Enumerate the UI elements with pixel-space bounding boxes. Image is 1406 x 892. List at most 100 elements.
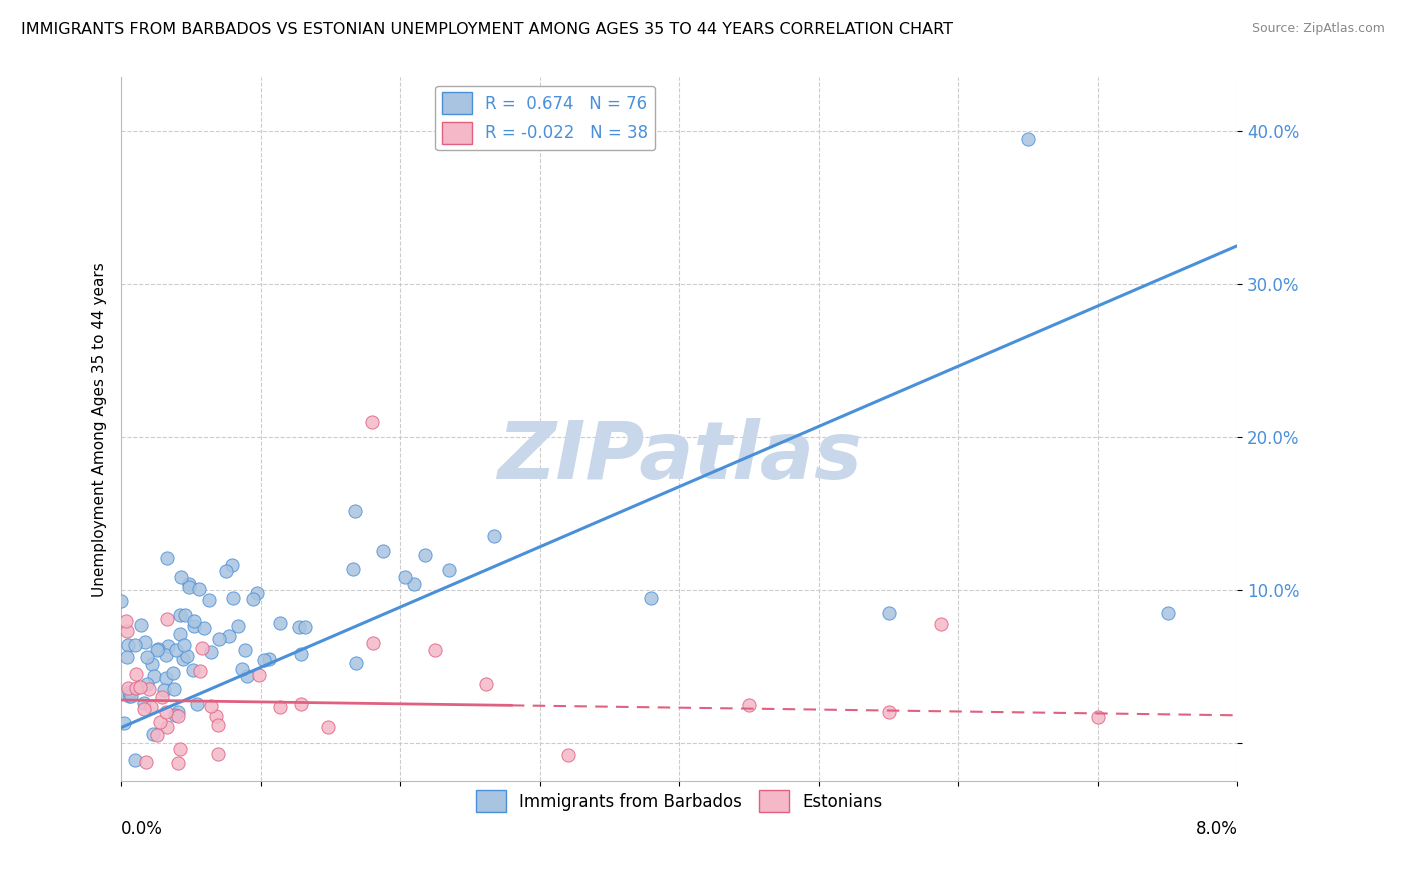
Point [222, 591, 245, 605]
Point [117, 684, 139, 698]
Point [155, 671, 177, 685]
Point [200, 645, 222, 659]
Point [193, 621, 215, 635]
Point [117, 638, 139, 652]
Point [198, 593, 221, 607]
Point [226, 619, 249, 633]
Point [134, 634, 156, 648]
Point [233, 642, 256, 657]
Point [247, 667, 270, 681]
Point [124, 638, 146, 652]
Point [931, 617, 953, 632]
Point [146, 641, 169, 656]
Point [877, 606, 900, 620]
Point [135, 677, 157, 691]
Point [170, 570, 193, 584]
Point [172, 652, 194, 666]
Point [150, 690, 173, 704]
Y-axis label: Unemployment Among Ages 35 to 44 years: Unemployment Among Ages 35 to 44 years [93, 262, 107, 597]
Point [124, 753, 146, 767]
Point [394, 570, 416, 584]
Point [125, 681, 148, 696]
Text: 8.0%: 8.0% [1195, 820, 1237, 838]
Point [482, 529, 505, 543]
Point [363, 636, 385, 650]
Point [246, 585, 269, 599]
Point [242, 592, 264, 607]
Point [143, 669, 166, 683]
Point [186, 697, 208, 711]
Point [288, 620, 311, 634]
Point [221, 558, 243, 573]
Point [344, 504, 367, 518]
Point [155, 648, 177, 662]
Point [208, 632, 231, 646]
Point [156, 720, 179, 734]
Point [156, 551, 179, 566]
Point [183, 618, 205, 632]
Text: Source: ZipAtlas.com: Source: ZipAtlas.com [1251, 22, 1385, 36]
Point [166, 706, 188, 720]
Point [215, 565, 238, 579]
Point [316, 720, 339, 734]
Point [205, 708, 228, 723]
Point [173, 638, 195, 652]
Point [166, 708, 188, 723]
Point [149, 715, 172, 730]
Point [177, 580, 200, 594]
Point [115, 624, 138, 638]
Point [361, 415, 384, 429]
Point [253, 653, 276, 667]
Point [877, 705, 900, 719]
Point [115, 615, 138, 629]
Point [141, 657, 163, 671]
Point [236, 669, 259, 683]
Point [294, 620, 316, 634]
Point [157, 640, 180, 654]
Point [134, 702, 156, 716]
Point [188, 664, 211, 678]
Point [139, 699, 162, 714]
Point [200, 699, 222, 714]
Point [183, 664, 205, 678]
Point [117, 681, 139, 696]
Point [557, 748, 579, 763]
Point [115, 649, 138, 664]
Point [118, 689, 141, 703]
Point [146, 728, 169, 742]
Point [344, 656, 367, 670]
Point [152, 682, 174, 697]
Point [290, 647, 312, 661]
Point [162, 665, 184, 680]
Point [738, 698, 761, 712]
Point [138, 681, 160, 696]
Point [110, 594, 132, 608]
Point [1017, 131, 1039, 145]
Point [257, 652, 280, 666]
Point [135, 755, 157, 769]
Point [191, 640, 214, 655]
Text: 0.0%: 0.0% [121, 820, 163, 838]
Point [179, 577, 201, 591]
Point [1156, 606, 1178, 620]
Point [156, 611, 179, 625]
Text: IMMIGRANTS FROM BARBADOS VS ESTONIAN UNEMPLOYMENT AMONG AGES 35 TO 44 YEARS CORR: IMMIGRANTS FROM BARBADOS VS ESTONIAN UNE… [21, 22, 953, 37]
Point [290, 698, 312, 712]
Text: ZIPatlas: ZIPatlas [496, 418, 862, 497]
Point [112, 716, 135, 731]
Point [437, 563, 460, 577]
Point [155, 705, 177, 719]
Point [169, 742, 191, 756]
Point [146, 642, 169, 657]
Point [371, 544, 394, 558]
Point [162, 681, 184, 696]
Point [176, 648, 198, 663]
Point [423, 643, 446, 657]
Legend: Immigrants from Barbados, Estonians: Immigrants from Barbados, Estonians [470, 784, 889, 819]
Point [129, 681, 152, 695]
Point [167, 756, 190, 771]
Point [129, 618, 152, 632]
Point [640, 591, 662, 605]
Point [207, 718, 229, 732]
Point [169, 627, 191, 641]
